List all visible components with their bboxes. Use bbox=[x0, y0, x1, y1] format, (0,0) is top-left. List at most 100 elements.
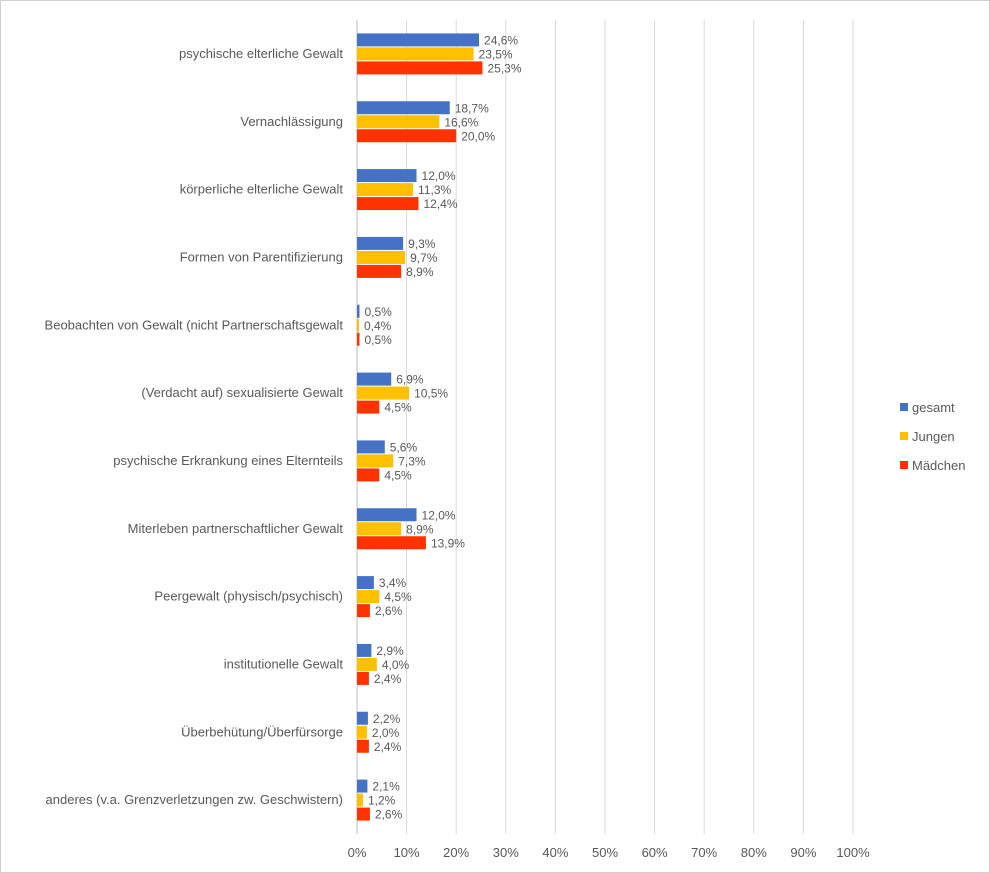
bar-mädchen bbox=[357, 400, 380, 414]
bar-jungen bbox=[357, 47, 474, 61]
data-label: 2,6% bbox=[375, 604, 403, 618]
bar-mädchen bbox=[357, 197, 419, 211]
data-label: 18,7% bbox=[455, 101, 489, 115]
data-label: 4,5% bbox=[384, 401, 412, 415]
x-tick-label: 20% bbox=[443, 845, 469, 860]
data-label: 4,5% bbox=[384, 590, 412, 604]
bar-mädchen bbox=[357, 739, 369, 753]
bar-mädchen bbox=[357, 332, 360, 346]
bar-mädchen bbox=[357, 129, 457, 143]
category-label: Vernachlässigung bbox=[240, 114, 343, 129]
x-tick-label: 10% bbox=[394, 845, 420, 860]
category-label: anderes (v.a. Grenzverletzungen zw. Gesc… bbox=[46, 792, 343, 807]
bar-mädchen bbox=[357, 61, 483, 75]
bar-mädchen bbox=[357, 671, 369, 685]
legend-swatch-jungen bbox=[900, 432, 908, 440]
bar-mädchen bbox=[357, 536, 426, 550]
x-tick-label: 80% bbox=[741, 845, 767, 860]
data-label: 3,4% bbox=[379, 576, 407, 590]
bar-gesamt bbox=[357, 101, 450, 115]
data-label: 2,9% bbox=[376, 644, 404, 658]
legend-label: gesamt bbox=[912, 400, 955, 415]
category-label: institutionelle Gewalt bbox=[224, 656, 344, 671]
bar-mädchen bbox=[357, 264, 402, 278]
data-label: 12,4% bbox=[424, 197, 458, 211]
data-label: 25,3% bbox=[487, 61, 521, 75]
x-tick-label: 100% bbox=[836, 845, 870, 860]
category-label: Überbehütung/Überfürsorge bbox=[181, 724, 343, 739]
category-label: Peergewalt (physisch/psychisch) bbox=[154, 589, 343, 604]
bar-gesamt bbox=[357, 779, 368, 793]
data-label: 12,0% bbox=[422, 169, 456, 183]
bar-jungen bbox=[357, 725, 367, 739]
legend-label: Jungen bbox=[912, 429, 955, 444]
data-label: 9,7% bbox=[410, 251, 438, 265]
bar-jungen bbox=[357, 318, 359, 332]
category-label: (Verdacht auf) sexualisierte Gewalt bbox=[141, 385, 343, 400]
data-label: 23,5% bbox=[479, 47, 513, 61]
bar-gesamt bbox=[357, 643, 372, 657]
category-label: Beobachten von Gewalt (nicht Partnerscha… bbox=[45, 317, 344, 332]
bar-gesamt bbox=[357, 508, 417, 522]
bar-gesamt bbox=[357, 576, 374, 590]
bar-gesamt bbox=[357, 440, 385, 454]
data-label: 0,5% bbox=[364, 305, 392, 319]
data-label: 10,5% bbox=[414, 387, 448, 401]
data-label: 2,0% bbox=[372, 726, 400, 740]
x-tick-label: 60% bbox=[642, 845, 668, 860]
bar-jungen bbox=[357, 386, 410, 400]
bar-jungen bbox=[357, 522, 402, 536]
data-label: 2,4% bbox=[374, 740, 402, 754]
bar-jungen bbox=[357, 250, 406, 264]
bar-jungen bbox=[357, 115, 440, 129]
x-tick-label: 50% bbox=[592, 845, 618, 860]
legend-label: Mädchen bbox=[912, 458, 965, 473]
x-tick-label: 40% bbox=[542, 845, 568, 860]
data-label: 4,0% bbox=[382, 658, 410, 672]
category-label: psychische Erkrankung eines Elternteils bbox=[113, 453, 343, 468]
legend-swatch-mädchen bbox=[900, 461, 908, 469]
data-label: 2,1% bbox=[372, 780, 400, 794]
bar-gesamt bbox=[357, 304, 360, 318]
bar-jungen bbox=[357, 657, 377, 671]
legend-swatch-gesamt bbox=[900, 403, 908, 411]
category-label: körperliche elterliche Gewalt bbox=[180, 182, 344, 197]
data-label: 4,5% bbox=[384, 468, 412, 482]
category-label: psychische elterliche Gewalt bbox=[179, 46, 343, 61]
data-label: 2,2% bbox=[373, 712, 401, 726]
data-label: 5,6% bbox=[390, 440, 418, 454]
bar-jungen bbox=[357, 183, 414, 197]
bar-jungen bbox=[357, 454, 394, 468]
data-label: 2,4% bbox=[374, 672, 402, 686]
data-label: 2,6% bbox=[375, 808, 403, 822]
bar-jungen bbox=[357, 590, 380, 604]
data-label: 13,9% bbox=[431, 536, 465, 550]
data-label: 8,9% bbox=[406, 265, 434, 279]
x-tick-label: 0% bbox=[348, 845, 367, 860]
bar-mädchen bbox=[357, 604, 370, 618]
data-label: 9,3% bbox=[408, 237, 436, 251]
bar-gesamt bbox=[357, 33, 480, 47]
category-label: Formen von Parentifizierung bbox=[180, 249, 343, 264]
data-label: 11,3% bbox=[418, 183, 451, 197]
bar-gesamt bbox=[357, 169, 417, 183]
bar-jungen bbox=[357, 793, 363, 807]
bar-mädchen bbox=[357, 807, 370, 821]
x-tick-label: 30% bbox=[493, 845, 519, 860]
data-label: 0,4% bbox=[364, 319, 392, 333]
x-tick-label: 70% bbox=[691, 845, 717, 860]
bar-gesamt bbox=[357, 372, 392, 386]
data-label: 7,3% bbox=[398, 454, 426, 468]
category-label: Miterleben partnerschaftlicher Gewalt bbox=[128, 521, 344, 536]
x-tick-label: 90% bbox=[790, 845, 816, 860]
data-label: 12,0% bbox=[422, 508, 456, 522]
bar-gesamt bbox=[357, 236, 404, 250]
data-label: 6,9% bbox=[396, 373, 424, 387]
data-label: 24,6% bbox=[484, 33, 518, 47]
data-label: 1,2% bbox=[368, 794, 396, 808]
data-label: 16,6% bbox=[444, 115, 478, 129]
bar-mädchen bbox=[357, 468, 380, 482]
data-label: 0,5% bbox=[364, 333, 392, 347]
bar-gesamt bbox=[357, 711, 368, 725]
